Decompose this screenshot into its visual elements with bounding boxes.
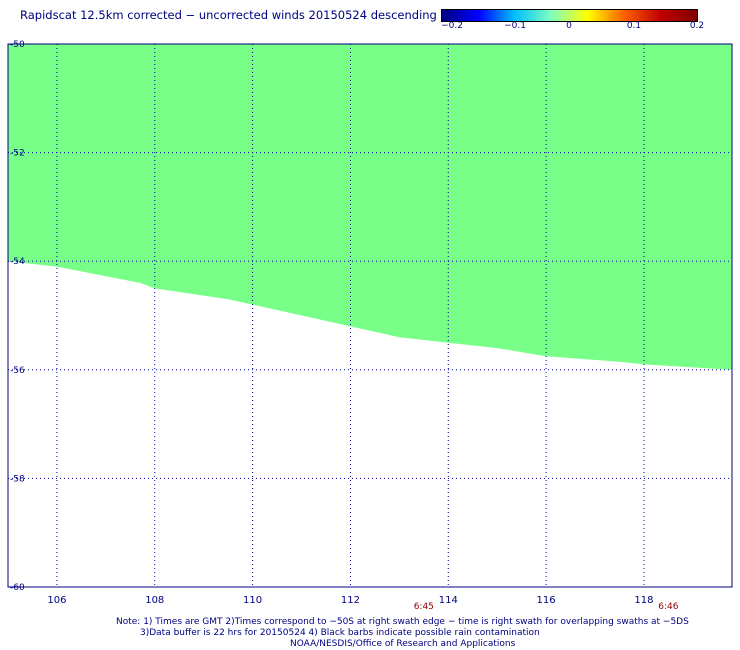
x-tick-label: 108 (145, 595, 164, 606)
note-line-2: 3)Data buffer is 22 hrs for 20150524 4) … (140, 628, 540, 638)
x-tick-label: 106 (47, 595, 66, 606)
note-line-1: Note: 1) Times are GMT 2)Times correspon… (116, 617, 689, 627)
x-tick-label: 116 (537, 595, 556, 606)
colorbar-tick-label: −0.1 (504, 21, 526, 31)
colorbar-tick-label: −0.2 (441, 21, 463, 31)
chart-title: Rapidscat 12.5km corrected − uncorrected… (20, 8, 437, 22)
x-tick-label: 118 (634, 595, 653, 606)
plot-frame (7, 43, 733, 588)
x-tick-label: 110 (243, 595, 262, 606)
y-tick-label: -60 (10, 583, 25, 593)
colorbar (441, 9, 698, 22)
time-label: 6:45 (414, 602, 434, 612)
y-tick-label: -58 (10, 474, 25, 484)
x-tick-label: 112 (341, 595, 360, 606)
time-label: 6:46 (658, 602, 678, 612)
y-tick-label: -56 (10, 366, 25, 376)
y-tick-label: -52 (10, 149, 25, 159)
x-tick-label: 114 (439, 595, 458, 606)
note-credit: NOAA/NESDIS/Office of Research and Appli… (290, 639, 516, 649)
colorbar-tick-label: 0.2 (689, 21, 705, 31)
wind-swath (8, 44, 732, 370)
y-tick-label: -50 (10, 40, 25, 50)
colorbar-tick-label: 0.1 (626, 21, 642, 31)
y-tick-label: -54 (10, 257, 25, 267)
colorbar-tick-label: 0 (566, 21, 572, 31)
